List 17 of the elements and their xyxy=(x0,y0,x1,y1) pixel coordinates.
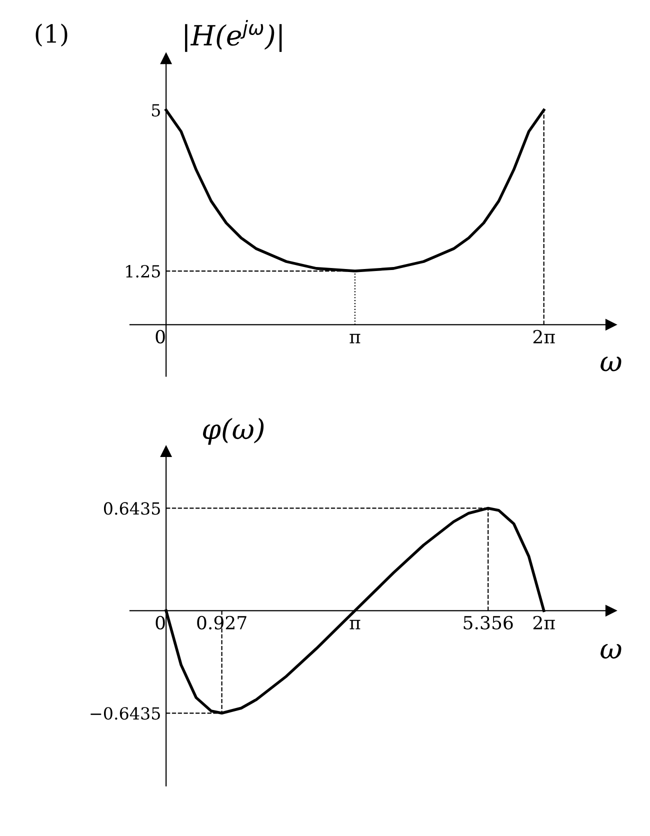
text: (1) xyxy=(36,24,68,47)
x-tick-label: π xyxy=(350,334,360,344)
x-tick-label: 0 xyxy=(156,330,165,344)
y-tick-label: 1.25 xyxy=(126,264,160,278)
x-tick-label: 2π xyxy=(533,330,555,344)
x-axis-title: ω xyxy=(600,644,622,659)
y-tick-label: 0.6435 xyxy=(104,502,160,515)
x-axis-title: ω xyxy=(600,356,622,372)
y-axis-title: |H(e$^{jω}$)| xyxy=(185,20,282,52)
y-axis-title: φ(ω) xyxy=(202,418,264,445)
x-tick-label: π xyxy=(350,620,360,630)
y-tick-label: 5 xyxy=(152,104,160,117)
x-tick-label: 5.356 xyxy=(464,616,513,630)
x-tick-label: 0 xyxy=(156,616,165,630)
x-tick-label: 0.927 xyxy=(197,616,246,630)
x-tick-label: 2π xyxy=(533,616,555,630)
y-tick-label: −0.6435 xyxy=(90,707,160,720)
